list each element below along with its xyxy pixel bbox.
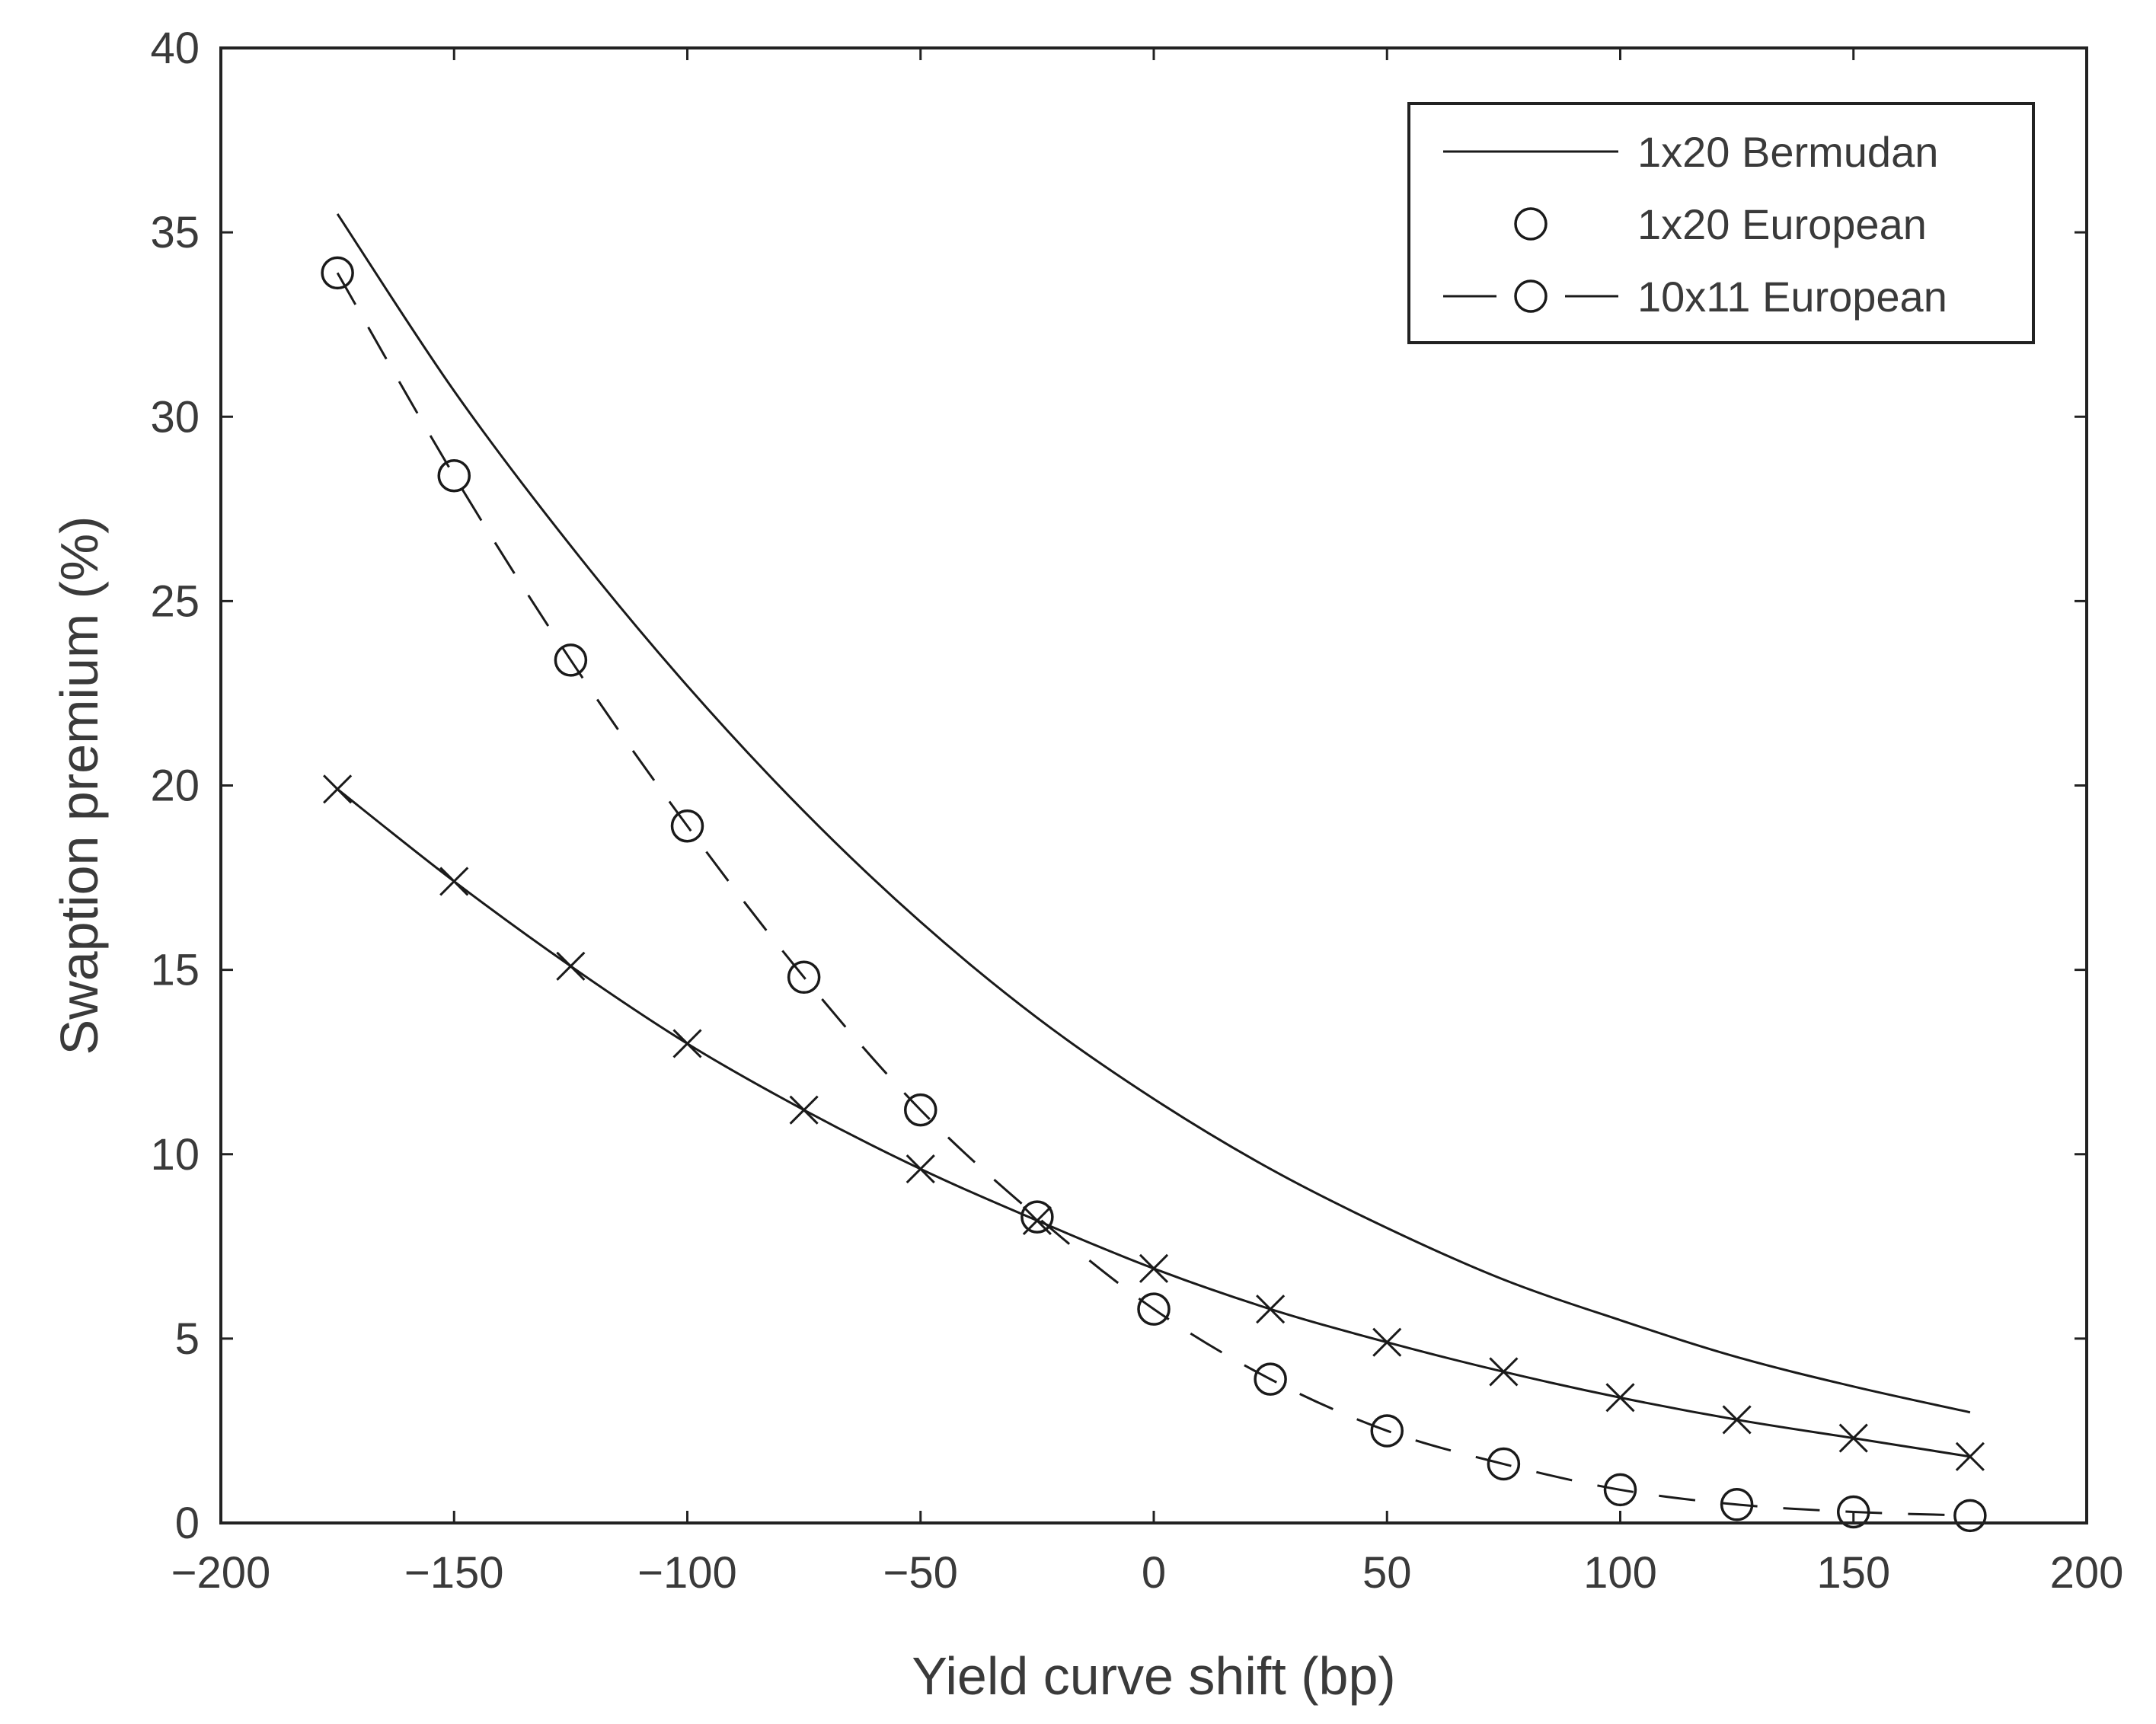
x-tick-label: 0 <box>1142 1548 1166 1598</box>
legend-item: 1x20 Bermudan <box>1443 128 1938 176</box>
series-10x11-european-point <box>904 1093 937 1127</box>
series-10x11-european-point <box>1021 1200 1054 1234</box>
x-tick-label: −50 <box>883 1548 958 1598</box>
series-10x11-european-point <box>554 643 588 677</box>
series-1x20-european-point <box>906 1154 935 1184</box>
series-10x11-european-line <box>336 272 1970 1517</box>
series-10x11-european-point <box>1487 1447 1521 1481</box>
series-10x11-european-point <box>1254 1362 1287 1396</box>
x-marker-stroke <box>789 1095 819 1125</box>
x-marker-stroke <box>1955 1441 1985 1471</box>
y-tick-label: 10 <box>150 1130 200 1180</box>
legend-marker-swatch <box>1514 279 1548 313</box>
legend-label: 1x20 European <box>1637 200 1927 248</box>
x-marker-stroke <box>1372 1327 1402 1357</box>
x-marker-stroke <box>906 1154 935 1184</box>
y-tick-label: 15 <box>150 946 200 995</box>
series-1x20-european-point <box>789 1095 819 1125</box>
x-marker-stroke <box>1722 1405 1752 1435</box>
series-1x20-european-point <box>1838 1423 1868 1453</box>
series-1x20-european-point <box>1605 1383 1635 1413</box>
legend-label: 1x20 Bermudan <box>1637 128 1938 176</box>
plot-area <box>321 213 1987 1533</box>
x-axis-title: Yield curve shift (bp) <box>912 1646 1395 1706</box>
series-10x11-european-point <box>1370 1414 1404 1448</box>
y-tick-label: 0 <box>175 1499 200 1548</box>
x-marker-stroke <box>1256 1295 1286 1324</box>
legend-label: 10x11 European <box>1637 273 1947 321</box>
series-1x20-european-line <box>337 788 1971 1458</box>
series-10x11-european-point <box>670 809 704 843</box>
x-marker-stroke <box>1139 1253 1169 1283</box>
legend-marker-swatch <box>1514 207 1548 241</box>
axis-ticks: −200 −150 −100 −50 0 50 100 150 200 0 5 10 15 20 25 30 3… <box>150 24 2123 1598</box>
y-axis-title: Swaption premium (%) <box>50 516 109 1055</box>
y-tick-label: 35 <box>150 208 200 257</box>
legend-box <box>1407 102 2035 344</box>
series-1x20-european-point <box>1722 1405 1752 1435</box>
x-marker-stroke <box>1605 1383 1635 1413</box>
x-marker-stroke <box>323 774 353 804</box>
series-1x20-bermudan-line <box>336 213 1971 1414</box>
x-marker-stroke <box>556 951 586 981</box>
series-10x11-european-point <box>1837 1495 1870 1529</box>
series-1x20-european-point <box>1256 1295 1286 1324</box>
series-10x11-european-point <box>787 960 821 994</box>
y-tick-label: 40 <box>150 24 200 73</box>
series-1x20-european-point <box>439 867 469 896</box>
series-1x20-european-point <box>323 774 353 804</box>
x-marker-stroke <box>439 867 469 896</box>
x-marker-stroke <box>672 1029 702 1058</box>
y-tick-label: 20 <box>150 761 200 811</box>
x-tick-label: −200 <box>171 1548 271 1598</box>
series-1x20-european-point <box>1489 1357 1519 1387</box>
series-10x11-european-point <box>1137 1292 1171 1326</box>
series-10x11-european-point <box>321 256 354 290</box>
legend-item: 10x11 European <box>1443 273 1947 321</box>
series-1x20-european <box>323 774 1985 1471</box>
series-1x20-european-point <box>1372 1327 1402 1357</box>
series-10x11-european-point <box>1720 1488 1754 1521</box>
y-tick-label: 25 <box>150 576 200 626</box>
x-marker-stroke <box>1489 1357 1519 1387</box>
series-10x11-european <box>321 256 1987 1533</box>
series-1x20-bermudan <box>336 213 1971 1414</box>
y-tick-label: 5 <box>175 1314 200 1364</box>
series-1x20-european-point <box>672 1029 702 1058</box>
x-tick-label: 50 <box>1362 1548 1412 1598</box>
series-10x11-european-point <box>1603 1473 1637 1507</box>
x-marker-stroke <box>1838 1423 1868 1453</box>
x-tick-label: 150 <box>1816 1548 1890 1598</box>
legend: 1x20 Bermudan 1x20 European 10x11 European <box>1407 102 2035 344</box>
legend-item: 1x20 European <box>1514 200 1927 248</box>
series-1x20-european-point <box>1955 1441 1985 1471</box>
x-tick-label: −150 <box>404 1548 504 1598</box>
series-10x11-european-point <box>437 458 471 493</box>
x-tick-label: 200 <box>2050 1548 2124 1598</box>
y-tick-label: 30 <box>150 392 200 442</box>
series-10x11-european-point <box>1953 1499 1987 1533</box>
series-1x20-european-point <box>556 951 586 981</box>
x-tick-label: −100 <box>637 1548 737 1598</box>
x-tick-label: 100 <box>1583 1548 1657 1598</box>
series-1x20-european-point <box>1139 1253 1169 1283</box>
